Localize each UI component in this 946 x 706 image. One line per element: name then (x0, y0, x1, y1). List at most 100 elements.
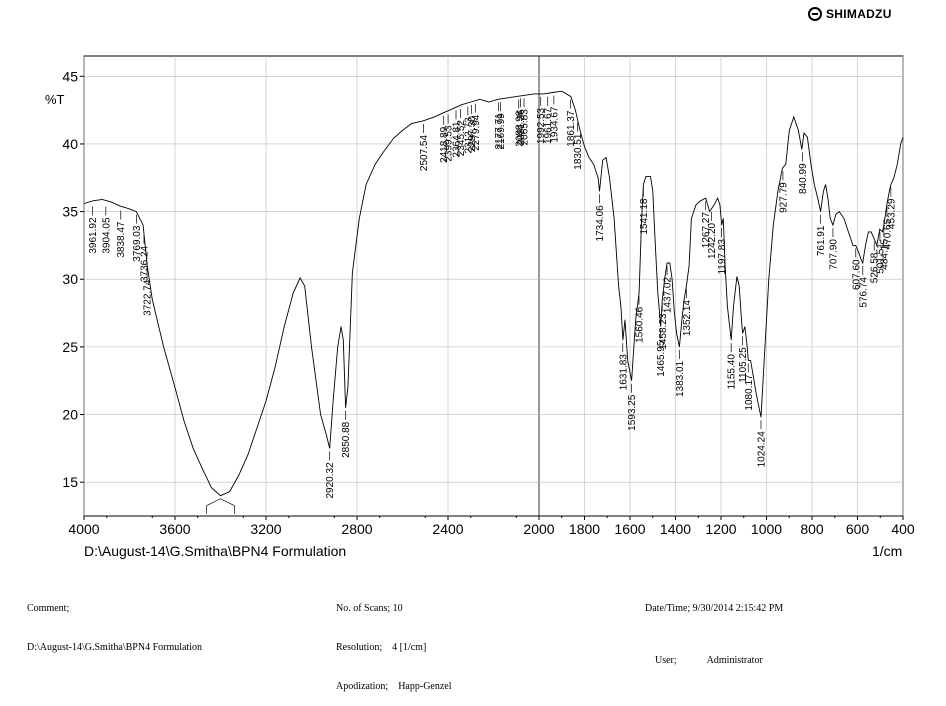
y-tick-label: 30 (62, 271, 78, 287)
peak-label: 1560.46 (634, 295, 645, 343)
svg-text:2312.73: 2312.73 (463, 117, 474, 154)
svg-text:3904.05: 3904.05 (101, 217, 112, 254)
x-tick-label: 2800 (341, 521, 372, 537)
peak-label: 3904.05 (101, 206, 112, 254)
brand-name: SHIMADZU (826, 7, 892, 21)
svg-text:707.90: 707.90 (828, 239, 839, 270)
peak-label: 1631.83 (618, 343, 629, 390)
peak-label: 484.15 (879, 228, 890, 270)
x-tick-label: 400 (891, 521, 915, 537)
y-tick-label: 40 (62, 136, 78, 152)
y-tick-label: 35 (62, 204, 78, 220)
peak-label: 1080.17 (744, 363, 755, 411)
peak-label: 1267.27 (701, 201, 712, 248)
x-tick-label: 3200 (250, 521, 281, 537)
peak-label: 1458.23 (658, 302, 669, 350)
svg-text:1541.18: 1541.18 (639, 198, 650, 235)
svg-text:1861.37: 1861.37 (566, 110, 577, 147)
peak-label: 2920.32 (325, 451, 336, 499)
peak-label: 761.91 (816, 214, 827, 256)
svg-text:3838.47: 3838.47 (116, 221, 127, 258)
peak-label: 2507.54 (419, 123, 430, 172)
svg-text:2169.99: 2169.99 (496, 113, 507, 150)
svg-text:1155.40: 1155.40 (727, 354, 738, 390)
svg-text:484.15: 484.15 (879, 239, 890, 270)
peak-labels: 3961.92 3904.05 3838.47 3769.033736.243722.… (88, 95, 897, 514)
svg-text:2850.88: 2850.88 (341, 421, 352, 458)
peak-label: 453.29 (886, 187, 897, 229)
x-tick-label: 1800 (569, 521, 600, 537)
svg-text:1734.06: 1734.06 (595, 205, 606, 242)
x-tick-label: 4000 (68, 521, 99, 537)
svg-text:1465.95: 1465.95 (656, 340, 667, 377)
apodization-text: Apodization; Happ-Genzel (336, 681, 452, 692)
peak-label: 1105.25 (738, 336, 749, 383)
x-tick-label: 3600 (159, 521, 190, 537)
x-tick-label: 2400 (432, 521, 463, 537)
peak-label: 1465.95 (656, 329, 667, 377)
svg-text:2345.52: 2345.52 (456, 120, 467, 157)
peak-label: 1197.83 (717, 228, 728, 275)
peak-label: 3838.47 (116, 210, 127, 258)
axes-text: 4000 3600 3200 2800 2400 2000 1800 1600 1400 1200… (62, 68, 914, 537)
peak-label: 1961.67 (543, 96, 554, 144)
svg-text:1961.67: 1961.67 (543, 107, 554, 144)
peak-label: 2364.81 (452, 110, 463, 158)
peak-label: 1024.24 (756, 420, 767, 467)
svg-text:1267.27: 1267.27 (701, 212, 712, 249)
scan-info-block: No. of Scans; 10 Resolution; 4 [1/cm] Ap… (336, 576, 452, 706)
x-tick-label: 1600 (614, 521, 645, 537)
svg-text:607.60: 607.60 (851, 259, 862, 290)
x-axis-unit: 1/cm (872, 543, 902, 559)
peak-label: 2850.88 (341, 410, 352, 458)
svg-text:2081.26: 2081.26 (516, 109, 527, 146)
peak-label: 1383.01 (675, 349, 686, 397)
svg-text:1631.83: 1631.83 (618, 354, 629, 391)
y-tick-label: 45 (62, 68, 78, 84)
svg-text:3736.24: 3736.24 (140, 245, 151, 282)
y-tick-label: 20 (62, 407, 78, 423)
svg-text:1383.01: 1383.01 (675, 360, 686, 397)
comment-block: Comment; D:\August-14\G.Smitha\BPN4 Form… (27, 576, 202, 667)
comment-label: Comment; (27, 603, 70, 614)
svg-text:2177.71: 2177.71 (494, 113, 505, 150)
svg-text:1242.20: 1242.20 (707, 222, 718, 259)
svg-text:1352.14: 1352.14 (682, 300, 693, 337)
ir-spectrum-chart: 4000 3600 3200 2800 2400 2000 1800 1600 1400 1200… (45, 55, 915, 559)
peak-label: 2177.71 (494, 102, 505, 149)
peak-label: 1242.20 (707, 211, 718, 259)
svg-text:470.65: 470.65 (882, 218, 893, 249)
svg-text:1992.53: 1992.53 (536, 107, 547, 144)
peak-label: 2065.83 (520, 98, 531, 145)
svg-text:453.29: 453.29 (886, 198, 897, 229)
x-tick-label: 1000 (751, 521, 782, 537)
svg-text:1024.24: 1024.24 (756, 431, 767, 468)
peak-label: 1541.18 (639, 187, 650, 235)
peak-label: 2345.52 (456, 109, 467, 156)
peak-label: 927.79 (778, 171, 789, 213)
peak-marker (206, 498, 235, 514)
scans-text: No. of Scans; 10 (336, 603, 403, 614)
svg-text:1830.51: 1830.51 (573, 133, 584, 170)
peak-label: 2312.73 (463, 106, 474, 154)
peak-label: 1734.06 (595, 194, 606, 241)
svg-text:2507.54: 2507.54 (419, 135, 430, 172)
svg-text:1560.46: 1560.46 (634, 306, 645, 343)
peak-label: 607.60 (851, 248, 862, 290)
svg-text:2088.98: 2088.98 (514, 110, 525, 147)
peak-label: 1155.40 (727, 343, 738, 390)
shimadzu-logo-icon (808, 7, 822, 21)
datetime-text: Date/Time; 9/30/2014 2:15:42 PM (645, 603, 784, 614)
peak-label: 2418.89 (439, 115, 450, 163)
shimadzu-logo: SHIMADZU (808, 7, 892, 21)
svg-text:1458.23: 1458.23 (658, 313, 669, 350)
svg-text:3961.92: 3961.92 (88, 217, 99, 254)
peak-label: 3722.74 (143, 268, 154, 316)
x-tick-label: 1400 (660, 521, 691, 537)
user-value: Administrator (706, 655, 763, 666)
y-tick-label: 15 (62, 474, 78, 490)
svg-text:526.58: 526.58 (870, 252, 881, 283)
svg-text:1437.02: 1437.02 (663, 277, 674, 314)
x-tick-label: 2000 (523, 521, 554, 537)
peak-label: 2081.26 (516, 98, 527, 145)
